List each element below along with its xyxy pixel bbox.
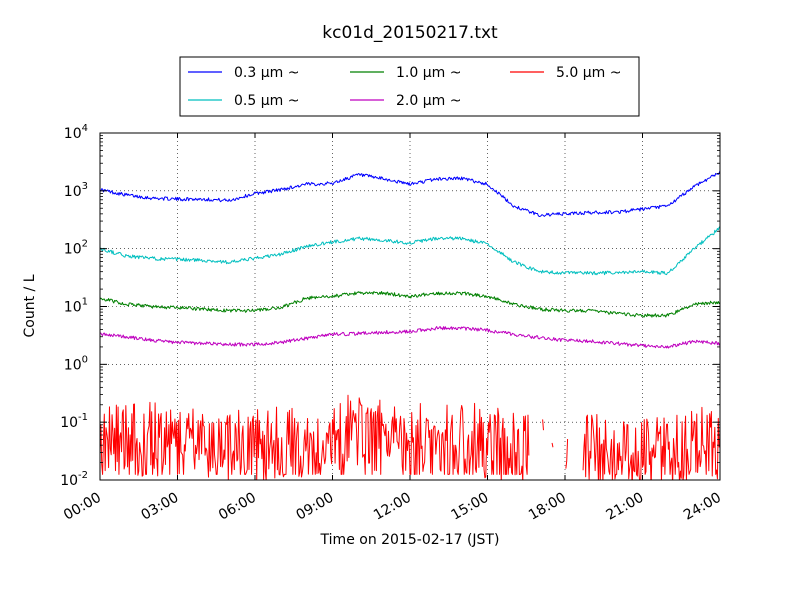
series-line-2 bbox=[100, 290, 720, 318]
y-tick-labels: 10-2 10-1 100 101 102 103 104 bbox=[60, 123, 88, 489]
legend-label-1: 0.5 µm ~ bbox=[234, 93, 299, 109]
series-line-4 bbox=[100, 394, 720, 480]
legend: 0.3 µm ~ 0.5 µm ~ 1.0 µm ~ 2.0 µm ~ 5.0 µm ~ bbox=[179, 56, 640, 117]
y-tick-label: 10-2 bbox=[60, 470, 88, 489]
series-lines bbox=[100, 170, 720, 480]
x-axis-label: Time on 2015-02-17 (JST) bbox=[320, 532, 500, 548]
y-tick-label: 101 bbox=[64, 297, 88, 316]
y-axis-label: Count / L bbox=[22, 274, 38, 337]
series-line-1 bbox=[100, 226, 720, 276]
legend-frame bbox=[179, 56, 640, 117]
y-tick-label: 104 bbox=[64, 123, 88, 142]
series-line-3 bbox=[100, 326, 720, 349]
grid bbox=[100, 133, 720, 480]
chart-title: kc01d_20150217.txt bbox=[322, 23, 498, 43]
y-tick-label: 100 bbox=[64, 354, 88, 373]
legend-label-4: 5.0 µm ~ bbox=[556, 65, 621, 81]
legend-label-0: 0.3 µm ~ bbox=[234, 65, 299, 81]
ticks bbox=[99, 132, 721, 481]
y-tick-label: 103 bbox=[64, 181, 88, 200]
y-tick-label: 102 bbox=[64, 239, 88, 258]
legend-label-2: 1.0 µm ~ bbox=[396, 65, 461, 81]
legend-label-3: 2.0 µm ~ bbox=[396, 93, 461, 109]
y-tick-label: 10-1 bbox=[60, 412, 88, 431]
plot-area bbox=[99, 132, 721, 481]
series-line-0 bbox=[100, 170, 720, 217]
